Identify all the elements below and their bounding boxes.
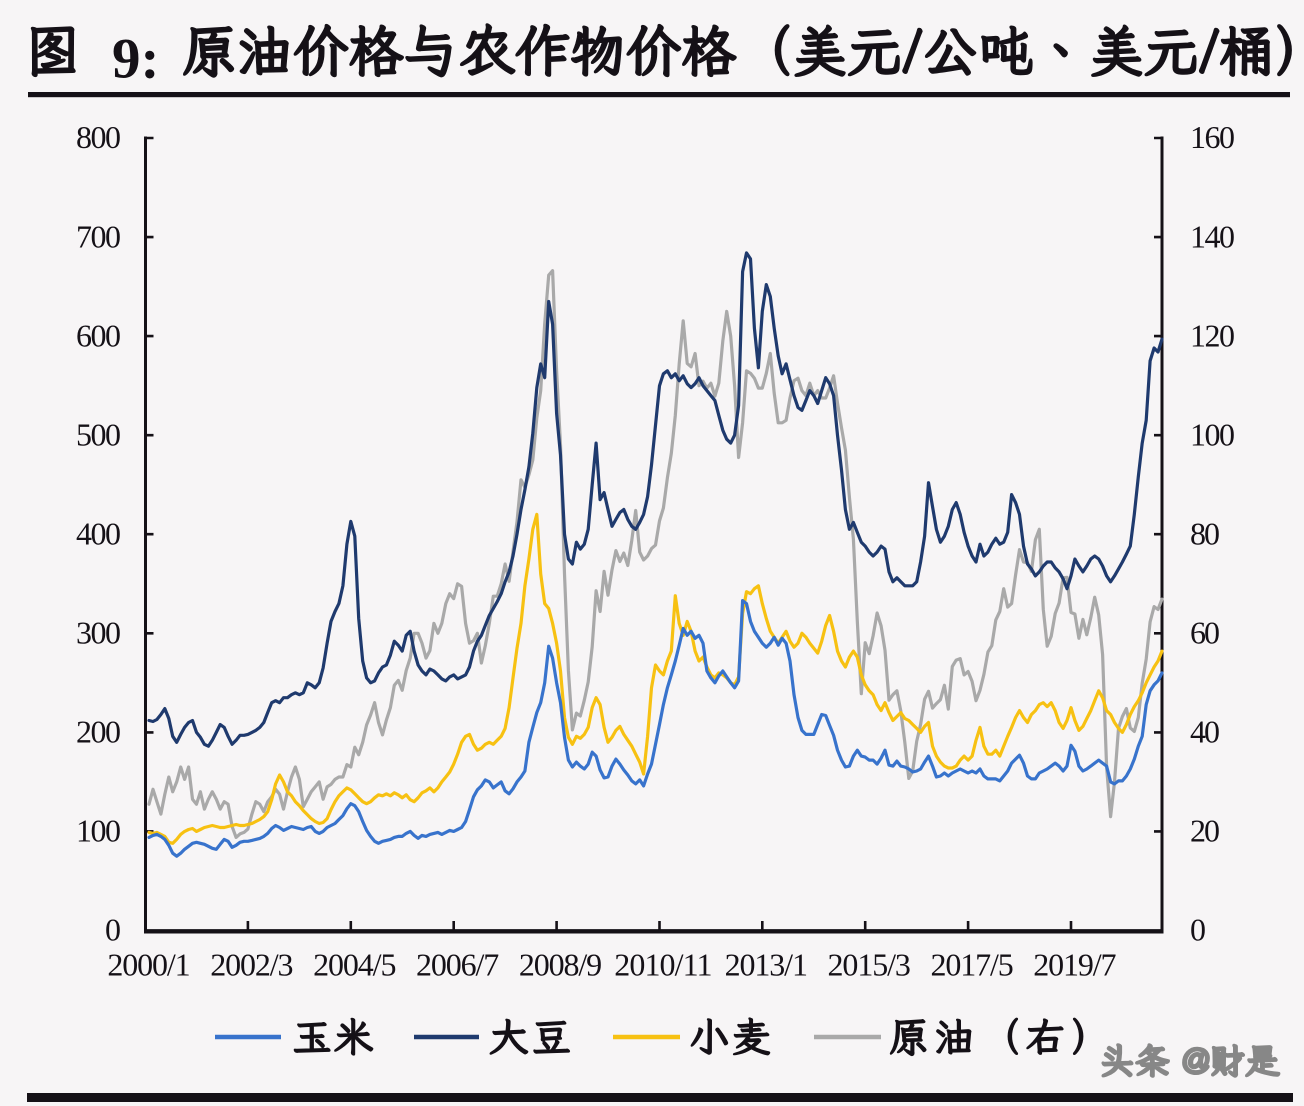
svg-text:9:: 9: — [112, 28, 159, 91]
svg-text:2010/11: 2010/11 — [614, 947, 712, 983]
svg-text:20: 20 — [1190, 813, 1220, 849]
svg-text:100: 100 — [76, 813, 121, 849]
svg-text:400: 400 — [76, 516, 121, 552]
svg-text:80: 80 — [1190, 516, 1220, 552]
svg-text:60: 60 — [1190, 615, 1220, 651]
svg-text:2019/7: 2019/7 — [1033, 947, 1116, 983]
svg-text:100: 100 — [1190, 416, 1235, 452]
svg-text:120: 120 — [1190, 317, 1235, 353]
svg-text:800: 800 — [76, 119, 121, 155]
svg-text:2002/3: 2002/3 — [210, 947, 293, 983]
svg-text:2000/1: 2000/1 — [107, 947, 190, 983]
svg-text:0: 0 — [105, 912, 121, 948]
svg-text:500: 500 — [76, 416, 121, 452]
svg-text:0: 0 — [1190, 912, 1206, 948]
svg-text:140: 140 — [1190, 218, 1235, 254]
svg-text:2006/7: 2006/7 — [416, 947, 499, 983]
svg-text:2008/9: 2008/9 — [519, 947, 602, 983]
svg-text:2013/1: 2013/1 — [725, 947, 808, 983]
svg-text:40: 40 — [1190, 714, 1220, 750]
svg-text:160: 160 — [1190, 119, 1235, 155]
svg-text:2017/5: 2017/5 — [930, 947, 1013, 983]
svg-text:700: 700 — [76, 218, 121, 254]
svg-text:600: 600 — [76, 317, 121, 353]
svg-text:2015/3: 2015/3 — [828, 947, 911, 983]
svg-text:2004/5: 2004/5 — [313, 947, 396, 983]
svg-text:200: 200 — [76, 714, 121, 750]
svg-text:300: 300 — [76, 615, 121, 651]
